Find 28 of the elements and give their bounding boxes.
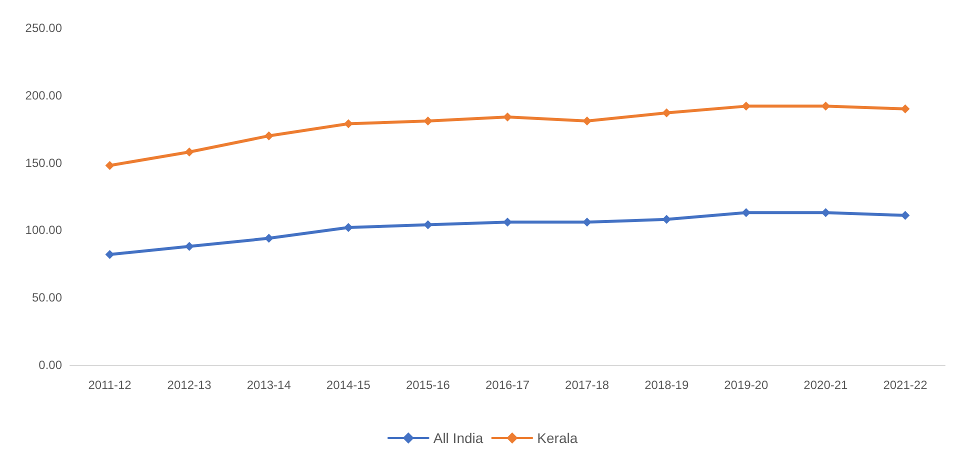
y-tick-label: 200.00 [25,88,62,102]
x-tick-label: 2011-12 [88,378,132,392]
x-tick-label: 2016-17 [485,378,530,392]
point [503,218,512,227]
point [184,242,194,251]
legend-label: All India [433,430,484,446]
point [105,250,114,259]
point [503,112,512,122]
x-tick-label: 2017-18 [565,378,610,392]
y-tick-label: 250.00 [25,21,62,35]
y-tick-label: 50.00 [32,290,62,305]
y-tick-label: 100.00 [25,223,62,238]
x-tick-label: 2012-13 [167,378,212,392]
point [105,160,114,170]
point [344,119,353,128]
legend-label: Kerala [537,430,578,446]
x-tick-label: 2018-19 [644,378,689,392]
point [264,234,274,243]
x-tick-label: 2013-14 [246,378,292,392]
x-tick-label: 2019-20 [724,378,768,392]
y-tick-label: 150.00 [25,156,62,170]
point [184,148,194,157]
point [264,131,274,140]
x-tick-label: 2021-22 [883,378,928,392]
x-tick-label: 2020-21 [804,378,848,392]
x-tick-label: 2014-15 [326,378,371,392]
x-tick-label: 2015-16 [406,378,450,392]
y-tick-label: 0.00 [38,358,62,372]
